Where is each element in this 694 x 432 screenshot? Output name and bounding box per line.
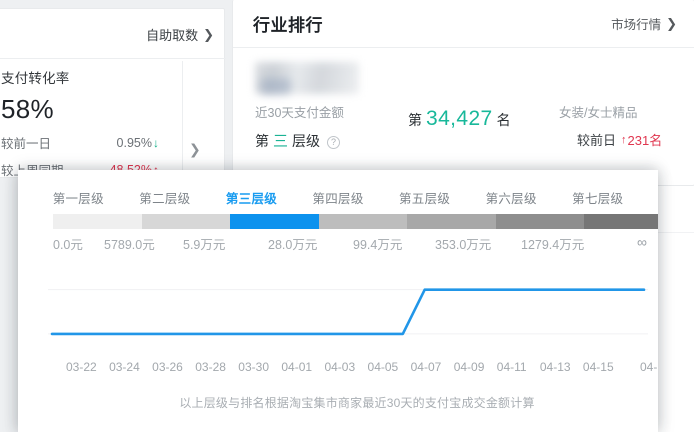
- stat-change-prefix: 较前日: [577, 133, 617, 148]
- tier-threshold-8: ∞: [637, 234, 647, 250]
- tier-history-chart: [48, 268, 648, 360]
- stat-category: 女装/女士精品 较前日 ↑ 231名: [559, 102, 662, 149]
- stat-tier-value: 第 三 层级 ?: [255, 130, 344, 151]
- stat-tier-number: 三: [273, 133, 289, 150]
- tier-threshold-2: 5789.0元: [104, 238, 155, 252]
- tier-segment-4[interactable]: [318, 214, 408, 229]
- tier-threshold-labels: 0.0元 5789.0元 5.9万元 28.0万元 99.4万元 353.0万元 1279.…: [35, 234, 655, 254]
- footnote: 以上层级与排名根据淘宝集市商家最近30天的支付宝成交金额计算: [18, 394, 658, 411]
- tier-threshold-5: 99.4万元: [353, 238, 403, 252]
- arrow-up-icon: ↑: [621, 133, 627, 146]
- metric-block: 支付转化率 58% 较前一日 0.95% ↓ 较上周同期 48.52% ↑: [1, 67, 211, 179]
- tier-tab-2[interactable]: 第二层级: [139, 192, 191, 206]
- stat-rank-number: 34,427: [426, 107, 493, 130]
- tier-tab-6[interactable]: 第六层级: [485, 192, 537, 206]
- compare-number-prev-day: 0.95%: [116, 135, 152, 150]
- x-tick-3: 03-26: [152, 360, 183, 374]
- conversion-rate-card: 自助取数 ❯ 支付转化率 58% 较前一日 0.95% ↓ 较上周同期 48.5…: [0, 8, 226, 187]
- stat-rank: 第 34,427 名: [408, 102, 511, 131]
- x-tick-6: 04-01: [281, 360, 313, 374]
- x-tick-5: 03-30: [238, 360, 269, 374]
- tier-threshold-6: 353.0万元: [435, 238, 492, 252]
- divider: [182, 61, 183, 187]
- tier-threshold-3: 5.9万元: [183, 238, 226, 252]
- tier-tab-1[interactable]: 第一层级: [52, 192, 104, 206]
- stat-tier: 近30天支付金额 第 三 层级 ?: [255, 102, 344, 151]
- page-title: 行业排行: [253, 16, 323, 35]
- expand-metric-button[interactable]: ❯: [189, 141, 201, 157]
- tier-tab-3[interactable]: 第三层级: [225, 192, 278, 206]
- market-trends-link[interactable]: 市场行情 ❯: [611, 14, 677, 33]
- tier-tab-5[interactable]: 第五层级: [399, 192, 451, 206]
- market-trends-label: 市场行情: [611, 18, 662, 32]
- stat-category-label: 女装/女士精品: [559, 106, 638, 120]
- chart-line: [50, 288, 646, 336]
- compare-value-prev-day: 0.95% ↓: [117, 136, 159, 150]
- stat-rank-suffix: 名: [496, 112, 511, 128]
- tier-detail-overlay: 第一层级 第二层级 第三层级 第四层级 第五层级 第六层级 第七层级 0.0元 5789.0元…: [18, 170, 658, 432]
- stat-tier-prefix: 第: [255, 133, 269, 149]
- footnote-text: 以上层级与排名根据淘宝集市商家最近30天的支付宝成交金额计算: [179, 396, 535, 410]
- tier-segment-7[interactable]: [584, 214, 658, 229]
- industry-ranking-card: 行业排行 市场行情 ❯ 近30天支付金额 第 三 层级 ?: [232, 0, 694, 186]
- tier-segment-6[interactable]: [495, 214, 585, 229]
- x-tick-10: 04-09: [453, 360, 485, 374]
- x-tick-7: 04-03: [324, 360, 356, 374]
- tier-tab-7[interactable]: 第七层级: [572, 192, 624, 206]
- stat-rank-value: 第 34,427 名: [408, 107, 511, 131]
- x-tick-14: 04-18: [640, 360, 658, 374]
- x-tick-8: 04-05: [367, 360, 399, 374]
- metric-value: 58%: [1, 94, 54, 124]
- x-tick-2: 03-24: [109, 360, 140, 374]
- tier-threshold-1: 0.0元: [53, 238, 83, 252]
- arrow-down-icon: ↓: [153, 135, 159, 150]
- tier-segment-2[interactable]: [141, 214, 231, 229]
- x-tick-4: 03-28: [195, 360, 226, 374]
- chart-x-axis: 03-22 03-24 03-26 03-28 03-30 04-01 04-03 04-05…: [48, 360, 658, 380]
- stat-change-value: 231名: [627, 133, 663, 148]
- x-tick-13: 04-15: [582, 360, 614, 374]
- stat-tier-label: 近30天支付金额: [255, 106, 344, 120]
- card-header: 行业排行 市场行情 ❯: [233, 0, 694, 48]
- tier-tab-4[interactable]: 第四层级: [312, 192, 364, 206]
- tier-threshold-4: 28.0万元: [268, 238, 318, 252]
- shop-logo-redacted: [261, 78, 291, 94]
- tier-threshold-7: 1279.4万元: [521, 238, 585, 252]
- metric-compare-row: 较前一日 0.95% ↓: [1, 133, 159, 152]
- x-tick-1: 03-22: [66, 360, 97, 374]
- tier-progress-bar[interactable]: [53, 214, 658, 229]
- chevron-right-icon: ❯: [203, 27, 214, 42]
- stat-rank-prefix: 第: [408, 112, 422, 128]
- left-card-header: [0, 9, 226, 59]
- compare-label-prev-day: 较前一日: [1, 137, 52, 151]
- tier-segment-5[interactable]: [407, 214, 496, 229]
- tier-segment-1[interactable]: [53, 214, 142, 229]
- tier-segment-3[interactable]: [230, 214, 319, 229]
- x-tick-9: 04-07: [410, 360, 442, 374]
- chevron-right-icon: ❯: [666, 16, 677, 31]
- metric-title: 支付转化率: [1, 71, 70, 86]
- question-mark-icon[interactable]: ?: [327, 135, 341, 149]
- chart-canvas: [48, 288, 648, 336]
- self-serve-label: 自助取数: [146, 28, 199, 43]
- x-tick-11: 04-11: [496, 360, 527, 374]
- stat-change: 较前日 ↑ 231名: [559, 130, 662, 149]
- stat-tier-suffix: 层级: [292, 133, 321, 149]
- x-tick-12: 04-13: [539, 360, 571, 374]
- tier-tab-list: 第一层级 第二层级 第三层级 第四层级 第五层级 第六层级 第七层级: [35, 188, 641, 207]
- arrow-up-icon: ↑: [153, 164, 159, 176]
- self-serve-data-link[interactable]: 自助取数 ❯: [146, 25, 214, 44]
